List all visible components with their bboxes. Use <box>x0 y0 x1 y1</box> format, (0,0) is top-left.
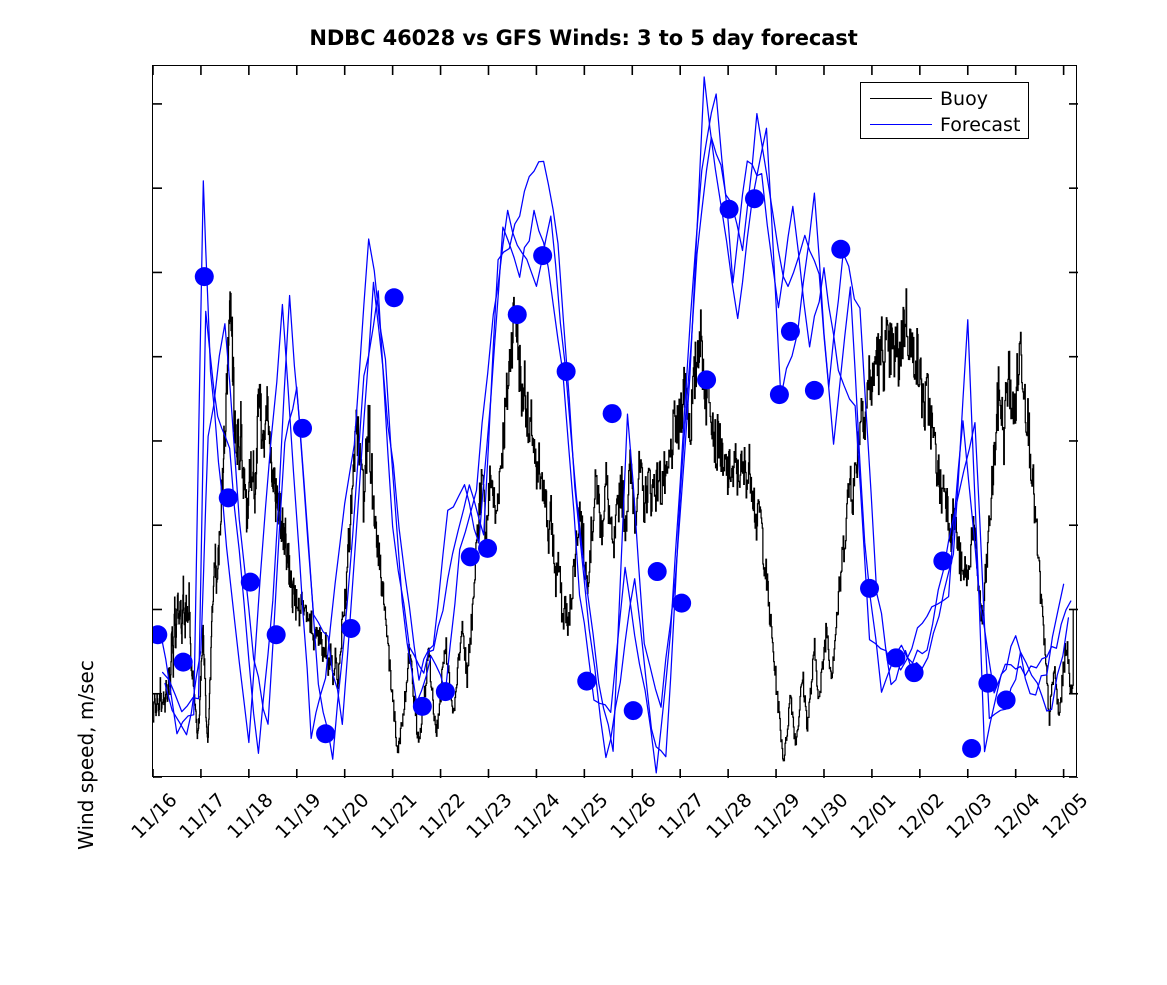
legend-item-forecast[interactable]: Forecast <box>861 112 1030 138</box>
scatter-marker <box>886 648 906 668</box>
scatter-marker <box>904 663 924 683</box>
scatter-marker <box>218 488 238 508</box>
axis-ticks <box>153 66 1078 778</box>
scatter-marker <box>647 562 667 582</box>
scatter-marker <box>602 404 622 424</box>
legend: Buoy Forecast <box>860 82 1029 139</box>
scatter-marker <box>478 538 498 558</box>
scatter-marker <box>194 267 214 287</box>
scatter-marker <box>831 239 851 259</box>
scatter-marker <box>293 418 313 438</box>
forecast-series-line-3 <box>164 93 1072 774</box>
scatter-marker <box>556 361 576 381</box>
scatter-marker <box>933 551 953 571</box>
buoy-series-line <box>153 288 1074 762</box>
scatter-marker <box>577 671 597 691</box>
scatter-marker <box>672 593 692 613</box>
legend-label: Forecast <box>940 114 1021 136</box>
scatter-marker <box>719 199 739 219</box>
forecast-series-line-1 <box>159 76 1065 753</box>
scatter-marker <box>533 246 553 266</box>
scatter-marker <box>860 578 880 598</box>
scatter-marker <box>384 288 404 308</box>
chart-figure: NDBC 46028 vs GFS Winds: 3 to 5 day fore… <box>74 26 1093 850</box>
scatter-marker <box>460 547 480 567</box>
scatter-marker <box>804 380 824 400</box>
scatter-marker <box>412 696 432 716</box>
scatter-marker <box>744 189 764 209</box>
scatter-marker <box>697 370 717 390</box>
scatter-marker <box>996 690 1016 710</box>
legend-line-swatch <box>870 98 932 99</box>
plot-canvas <box>153 66 1078 778</box>
legend-item-buoy[interactable]: Buoy <box>861 86 1030 112</box>
scatter-marker <box>316 724 336 744</box>
scatter-marker <box>507 305 527 325</box>
scatter-marker <box>780 321 800 341</box>
scatter-marker <box>962 739 982 759</box>
series-layer <box>153 76 1074 774</box>
scatter-marker <box>153 625 168 645</box>
scatter-marker <box>623 701 643 721</box>
scatter-marker <box>240 572 260 592</box>
plot-area <box>152 65 1078 778</box>
scatter-marker <box>978 673 998 693</box>
legend-label: Buoy <box>940 88 988 110</box>
scatter-marker <box>769 385 789 405</box>
scatter-marker <box>341 618 361 638</box>
legend-line-swatch <box>870 124 932 125</box>
scatter-marker <box>173 652 193 672</box>
scatter-marker <box>435 682 455 702</box>
scatter-marker <box>266 625 286 645</box>
page-title: NDBC 46028 vs GFS Winds: 3 to 5 day fore… <box>309 26 858 50</box>
